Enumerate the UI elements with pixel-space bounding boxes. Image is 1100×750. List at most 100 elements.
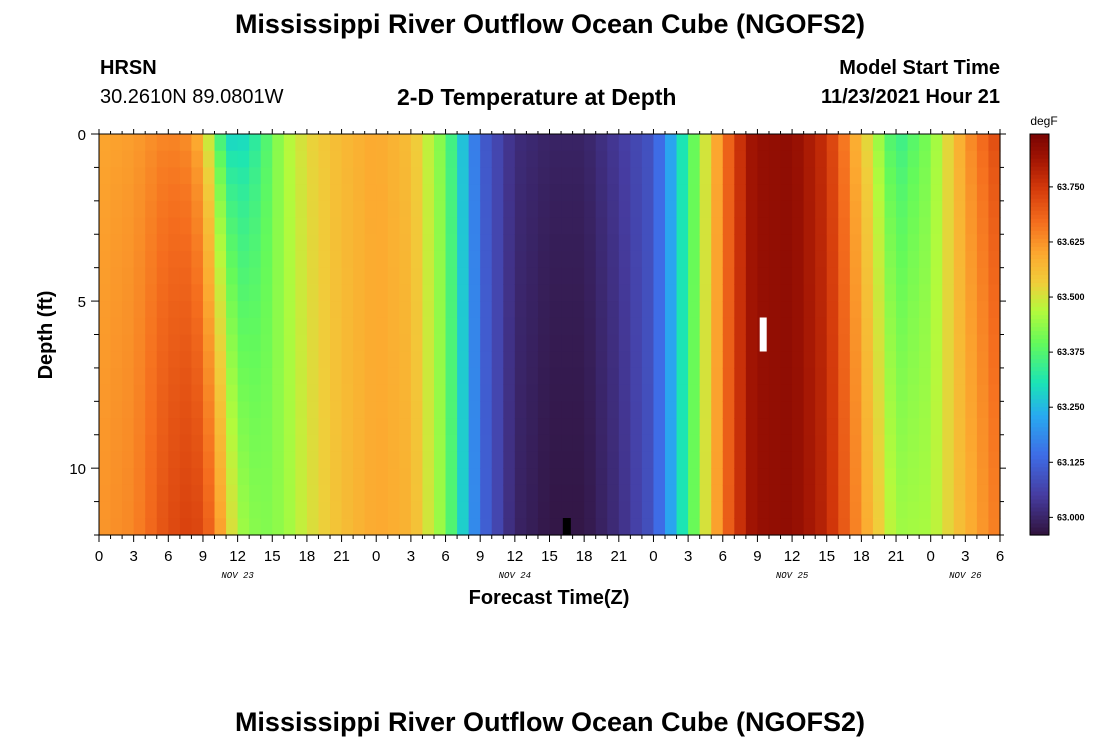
heatmap-cell: [179, 267, 193, 285]
heatmap-cell: [815, 200, 828, 219]
heatmap-cell: [745, 501, 759, 519]
heatmap-cell: [468, 484, 481, 503]
heatmap-cell: [930, 150, 943, 169]
heatmap-cell: [410, 418, 424, 436]
colorbar-swatch: [1030, 346, 1049, 352]
heatmap-cell: [838, 250, 851, 269]
heatmap-cell: [318, 484, 331, 503]
heatmap-cell: [202, 301, 216, 319]
colorbar-swatch: [1030, 234, 1049, 239]
heatmap-cell: [364, 267, 377, 285]
heatmap-cell: [803, 501, 816, 519]
heatmap-cell: [584, 267, 597, 285]
heatmap-cell: [503, 367, 516, 386]
colorbar-swatch: [1030, 458, 1049, 464]
heatmap-cell: [722, 367, 735, 386]
colorbar-swatch: [1030, 498, 1049, 504]
heatmap-cell: [815, 301, 828, 319]
heatmap-cell: [457, 468, 470, 486]
heatmap-cell: [930, 184, 943, 202]
heatmap-cell: [99, 184, 112, 202]
heatmap-cell: [514, 401, 527, 419]
heatmap-cell: [99, 284, 112, 302]
heatmap-cell: [226, 284, 239, 302]
heatmap-cell: [156, 367, 169, 386]
heatmap-cell: [491, 317, 504, 336]
heatmap-cell: [156, 451, 169, 469]
heatmap-cell: [480, 284, 493, 302]
heatmap-cell: [318, 301, 331, 319]
heatmap-cell: [722, 150, 735, 169]
heatmap-cell: [549, 317, 562, 336]
heatmap-cell: [445, 484, 458, 503]
heatmap-cell: [745, 468, 759, 486]
colorbar-swatch: [1030, 354, 1049, 360]
heatmap-cell: [457, 367, 470, 386]
heatmap-cell: [641, 401, 655, 419]
heatmap-cell: [133, 334, 146, 352]
heatmap-cell: [457, 484, 470, 503]
y-tick-label: 0: [78, 127, 86, 144]
heatmap-cell: [815, 518, 828, 536]
heatmap-cell: [272, 267, 285, 285]
heatmap-cell: [202, 434, 216, 453]
heatmap-cell: [919, 267, 932, 285]
heatmap-cell: [410, 267, 424, 285]
heatmap-cell: [630, 401, 643, 419]
heatmap-cell: [572, 167, 585, 185]
heatmap-cell: [768, 501, 782, 519]
heatmap-cell: [168, 484, 181, 503]
heatmap-cell: [168, 267, 181, 285]
heatmap-cell: [838, 351, 851, 369]
heatmap-cell: [561, 451, 574, 469]
heatmap-cell: [745, 367, 759, 386]
heatmap-cell: [815, 367, 828, 386]
colorbar-swatch: [1030, 514, 1049, 520]
heatmap-cell: [988, 184, 1001, 202]
heatmap-cell: [884, 217, 897, 235]
heatmap-cell: [480, 468, 493, 486]
heatmap-cell: [953, 317, 966, 336]
heatmap-cell: [133, 267, 146, 285]
heatmap-cell: [399, 250, 412, 269]
heatmap-cell: [514, 167, 527, 185]
heatmap-cell: [110, 351, 123, 369]
heatmap-cell: [145, 334, 158, 352]
heatmap-cell: [122, 401, 135, 419]
colorbar-swatch: [1030, 182, 1049, 187]
heatmap-cell: [514, 418, 527, 436]
heatmap-cell: [526, 150, 539, 169]
heatmap-cell: [537, 234, 551, 252]
heatmap-cell: [537, 484, 551, 503]
heatmap-cell: [780, 501, 793, 519]
heatmap-cell: [630, 200, 643, 219]
heatmap-cell: [826, 284, 839, 302]
heatmap-cell: [792, 217, 805, 235]
heatmap-cell: [353, 250, 366, 269]
colorbar-swatch: [1030, 230, 1049, 235]
heatmap-cell: [595, 250, 608, 269]
heatmap-cell: [110, 484, 123, 503]
heatmap-cell: [792, 200, 805, 219]
heatmap-cell: [283, 301, 296, 319]
heatmap-cell: [815, 184, 828, 202]
heatmap-cell: [272, 367, 285, 386]
heatmap-cell: [711, 301, 724, 319]
heatmap-cell: [306, 217, 320, 235]
heatmap-cell: [480, 200, 493, 219]
heatmap-cell: [353, 167, 366, 185]
heatmap-cell: [491, 351, 504, 369]
heatmap-cell: [549, 384, 562, 402]
heatmap-cell: [249, 501, 262, 519]
heatmap-cell: [249, 267, 262, 285]
heatmap-cell: [838, 167, 851, 185]
heatmap-cell: [803, 217, 816, 235]
colorbar-swatch: [1030, 174, 1049, 179]
heatmap-cell: [792, 317, 805, 336]
heatmap-cell: [884, 301, 897, 319]
heatmap-cell: [699, 501, 712, 519]
heatmap-cell: [930, 217, 943, 235]
heatmap-cell: [468, 134, 481, 152]
heatmap-cell: [179, 468, 193, 486]
heatmap-cell: [133, 234, 146, 252]
